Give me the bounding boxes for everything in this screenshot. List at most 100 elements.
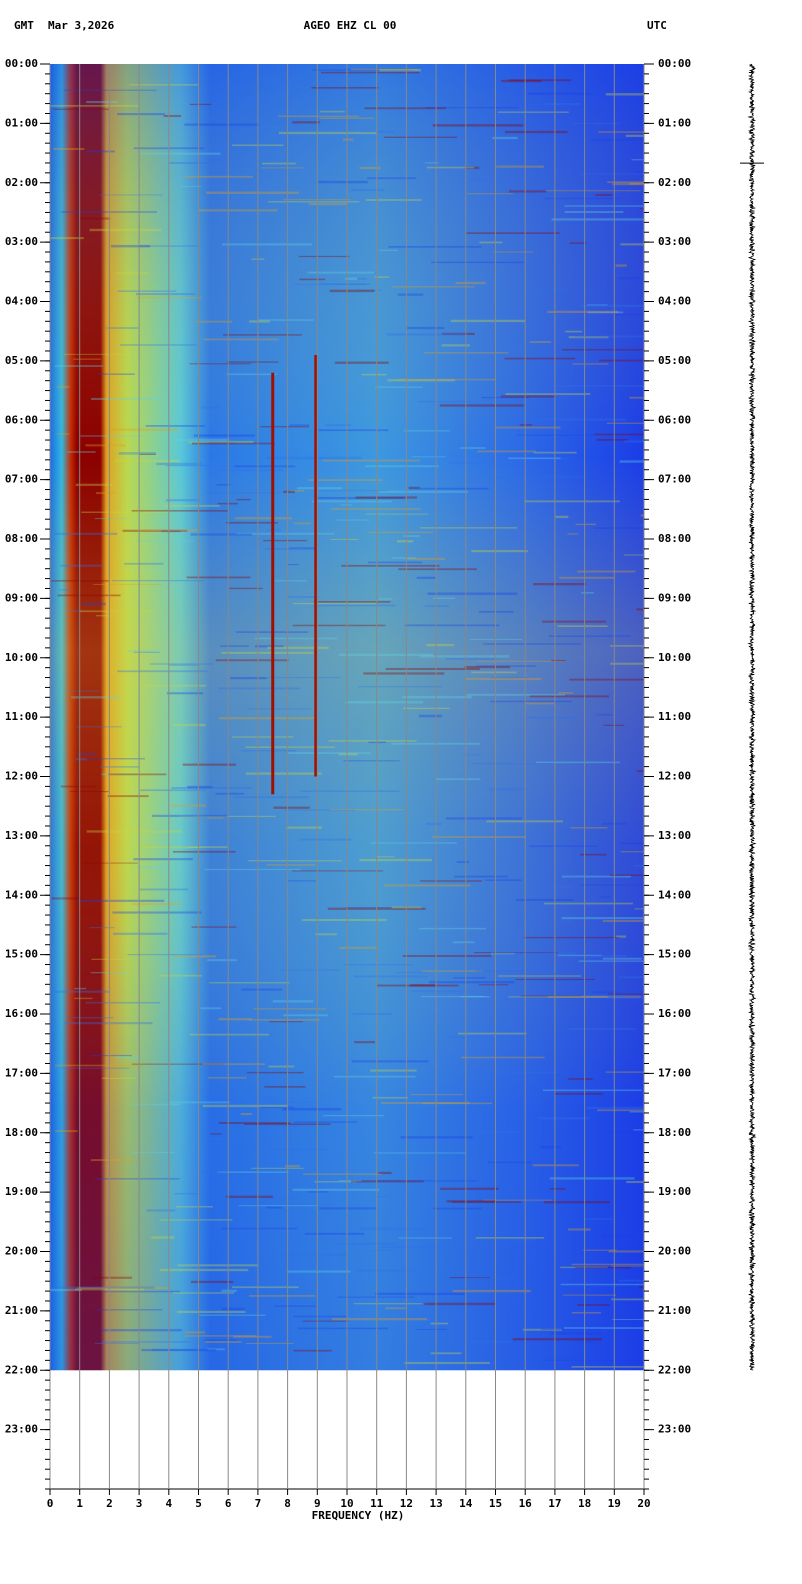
y-tick-label: 01:00	[5, 116, 38, 129]
spectrogram-texture	[92, 1276, 133, 1279]
y-tick-label-right: 09:00	[658, 591, 691, 604]
spectrogram-texture	[384, 884, 471, 887]
spectrogram-texture	[312, 69, 411, 71]
spectrogram-texture	[634, 908, 644, 910]
spectrogram-texture	[426, 643, 455, 647]
spectrogram-texture	[412, 990, 468, 993]
spectrogram-texture	[606, 422, 644, 424]
spectrogram-texture	[543, 1201, 610, 1204]
header-right: UTC	[647, 19, 667, 32]
spectrogram-texture	[467, 193, 514, 195]
spectrogram-texture	[294, 283, 366, 286]
spectrogram-texture	[90, 1054, 132, 1057]
y-tick-label-right: 19:00	[658, 1185, 691, 1198]
spectrogram-texture	[67, 451, 96, 453]
spectrogram-texture	[263, 539, 308, 542]
spectrogram-texture	[182, 763, 236, 766]
spectrogram-texture	[236, 498, 251, 501]
spectrogram-texture	[475, 970, 558, 973]
spectrogram-texture	[478, 610, 514, 613]
spectrogram-texture	[292, 1188, 379, 1191]
spectrogram-texture	[432, 836, 526, 838]
spectrogram-texture	[249, 1295, 316, 1297]
spectrogram-texture	[640, 514, 644, 517]
spectrogram-texture	[439, 404, 524, 407]
spectrogram-texture	[385, 667, 480, 671]
spectrogram-texture	[446, 1036, 498, 1038]
y-tick-label: 05:00	[5, 354, 38, 367]
x-tick-label: 0	[47, 1497, 54, 1510]
spectrogram-texture	[114, 459, 180, 463]
spectrogram-texture	[424, 352, 509, 354]
spectrogram-texture	[524, 500, 620, 503]
spectrogram-texture	[307, 271, 375, 274]
spectrogram-texture	[287, 880, 316, 882]
spectrogram-texture	[338, 1180, 362, 1182]
spectrogram-texture	[508, 79, 572, 82]
spectrogram-texture	[375, 1292, 465, 1296]
spectrogram-texture	[219, 645, 249, 647]
spectrogram-texture	[416, 1328, 447, 1330]
spectrogram-texture	[91, 958, 127, 960]
spectrogram-texture	[455, 134, 490, 137]
spectrogram-texture	[293, 1315, 347, 1318]
spectrogram-texture	[133, 858, 193, 861]
spectrogram-texture	[529, 341, 551, 343]
spectrogram-texture	[535, 761, 620, 764]
spectrogram-texture	[56, 433, 70, 435]
spectrogram-texture	[203, 338, 279, 341]
spectrogram-texture	[94, 1178, 180, 1180]
spectrogram-texture	[402, 955, 492, 957]
spectrogram-texture	[433, 597, 455, 600]
spectrogram-texture	[189, 363, 252, 365]
spectrogram-texture	[602, 957, 642, 960]
spectrogram-texture	[523, 287, 565, 291]
spectrogram-texture	[481, 396, 530, 399]
spectrogram-texture	[120, 344, 197, 346]
spectrogram-texture	[416, 576, 436, 579]
spectrogram-texture	[633, 864, 644, 867]
spectrogram-texture	[569, 678, 644, 681]
spectrogram-texture	[165, 465, 256, 467]
spectrogram-texture	[144, 684, 207, 687]
spectrogram-texture	[575, 1266, 632, 1269]
spectrogram-texture	[71, 696, 120, 699]
x-tick-label: 6	[225, 1497, 232, 1510]
spectrogram-texture	[215, 792, 245, 795]
spectrogram-texture	[189, 103, 212, 106]
spectrogram-texture	[193, 434, 255, 437]
spectrogram-texture	[529, 695, 610, 698]
spectrogram-texture	[419, 527, 518, 529]
spectrogram-texture	[260, 167, 304, 169]
spectrogram-texture	[424, 1302, 497, 1306]
spectrogram-texture	[241, 988, 283, 991]
spectrogram-texture	[624, 440, 644, 443]
spectrogram-texture	[571, 122, 620, 124]
spectrogram-texture	[599, 359, 644, 362]
spectrogram-texture	[564, 205, 644, 207]
spectrogram-texture	[174, 1193, 267, 1195]
spectrogram-texture	[383, 136, 458, 138]
y-tick-label-right: 14:00	[658, 888, 691, 901]
spectrogram-texture	[420, 655, 510, 658]
tonal-line	[314, 354, 318, 777]
spectrogram-texture	[388, 245, 482, 248]
y-tick-label: 10:00	[5, 651, 38, 664]
spectrogram-texture	[365, 199, 422, 201]
spectrogram-texture	[249, 1019, 320, 1021]
spectrogram-texture	[495, 426, 561, 429]
x-tick-label: 13	[429, 1497, 442, 1510]
spectrogram-texture	[456, 861, 470, 863]
spectrogram-texture	[516, 898, 574, 901]
spectrogram-texture	[568, 1028, 636, 1030]
spectrogram-texture	[358, 686, 443, 688]
spectrogram-texture	[355, 496, 418, 499]
spectrogram-texture	[328, 740, 417, 742]
spectrogram-texture	[300, 838, 352, 841]
spectrogram-texture	[158, 974, 202, 977]
spectrogram-texture	[378, 490, 468, 493]
spectrogram-texture	[547, 995, 641, 998]
spectrogram-texture	[615, 264, 627, 267]
spectrogram-texture	[77, 752, 96, 756]
spectrogram-texture	[241, 1197, 294, 1200]
